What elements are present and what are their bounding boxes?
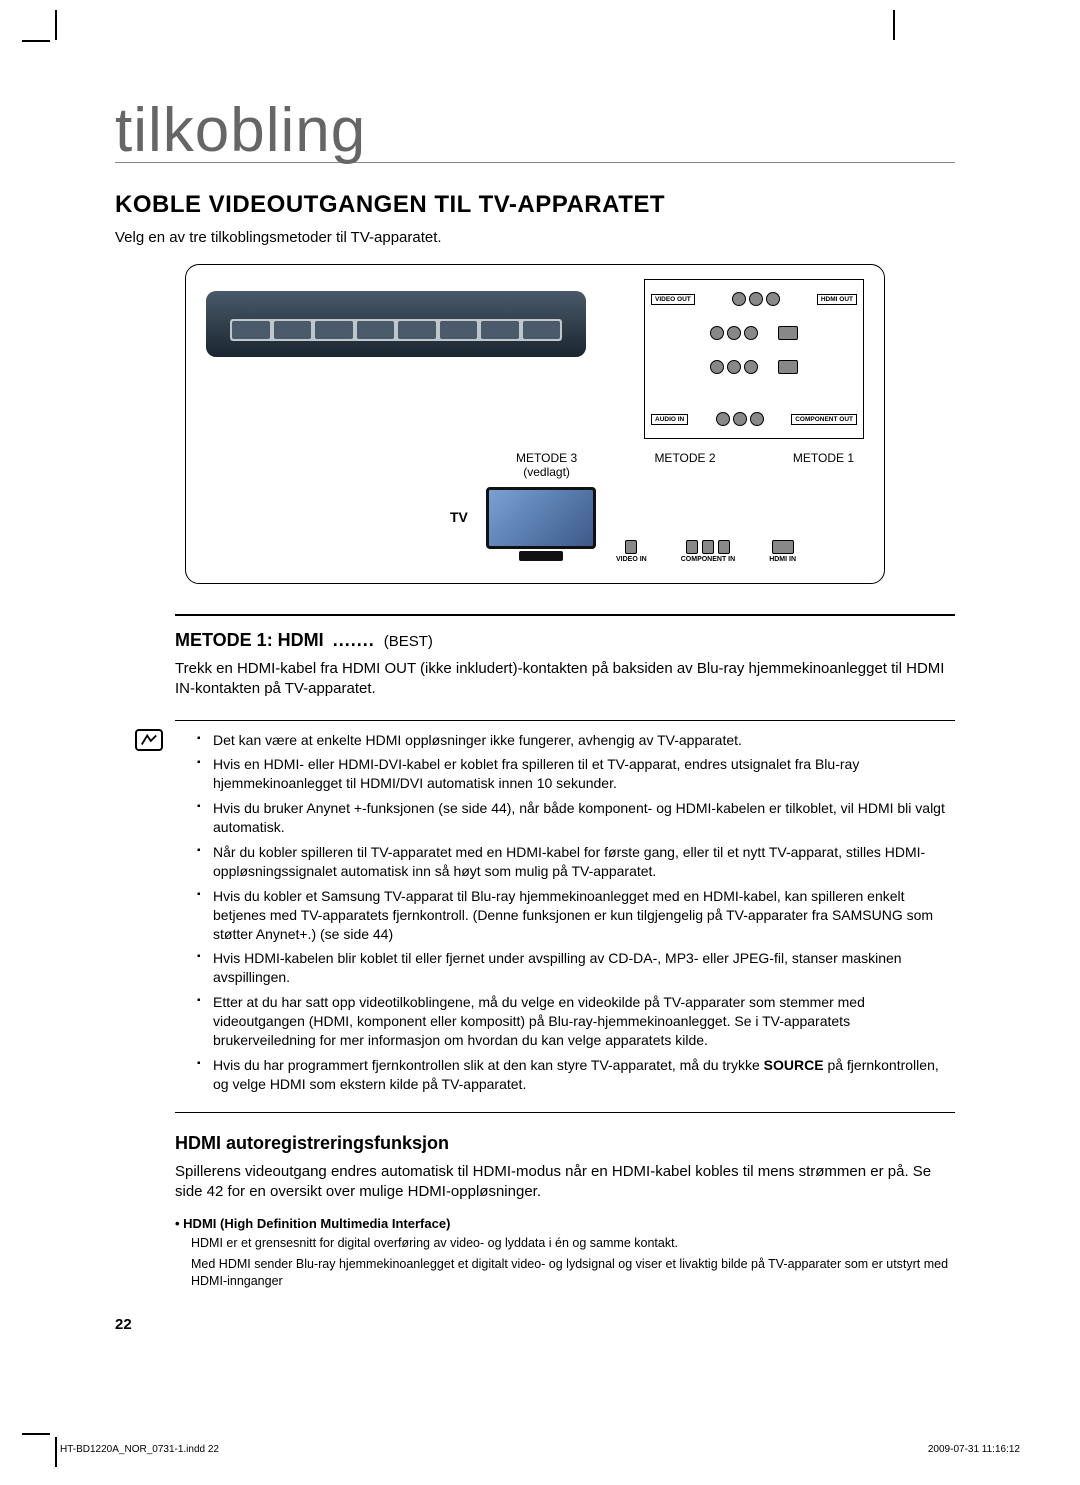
title-row: tilkobling — [115, 100, 955, 163]
note-list: Det kan være at enkelte HDMI oppløsninge… — [213, 731, 955, 1094]
crop-mark — [22, 40, 50, 42]
crop-mark — [55, 1437, 57, 1467]
auto-heading: HDMI autoregistreringsfunksjon — [175, 1133, 955, 1154]
connection-diagram: VIDEO OUT HDMI OUT AUDIO IN COMPONENT OU… — [185, 264, 885, 584]
method1-body: Trekk en HDMI-kabel fra HDMI OUT (ikke i… — [175, 659, 955, 700]
footer: HT-BD1220A_NOR_0731-1.indd 22 2009-07-31… — [60, 1444, 1020, 1455]
note-item: Hvis en HDMI- eller HDMI-DVI-kabel er ko… — [213, 755, 955, 793]
auto-body: Spillerens videoutgang endres automatisk… — [175, 1162, 955, 1203]
component-in-label: COMPONENT IN — [681, 556, 735, 563]
note-icon — [135, 729, 163, 751]
section-heading: KOBLE VIDEOUTGANGEN TIL TV-APPARATET — [115, 191, 955, 219]
crop-mark — [893, 10, 895, 40]
method3-label: METODE 3 (vedlagt) — [516, 451, 577, 480]
hdmi-def-2: Med HDMI sender Blu-ray hjemmekinoanlegg… — [191, 1256, 955, 1290]
intro-text: Velg en av tre tilkoblingsmetoder til TV… — [115, 229, 955, 246]
note-item: Hvis du kobler et Samsung TV-apparat til… — [213, 887, 955, 944]
tv-label: TV — [450, 509, 468, 525]
dots: ....... — [333, 630, 375, 650]
note-item: Hvis du har programmert fjernkontrollen … — [213, 1056, 955, 1094]
note-item: Det kan være at enkelte HDMI oppløsninge… — [213, 731, 955, 750]
audio-in-label: AUDIO IN — [651, 414, 688, 425]
note-block: Det kan være at enkelte HDMI oppløsninge… — [175, 720, 955, 1113]
footer-file: HT-BD1220A_NOR_0731-1.indd 22 — [60, 1444, 219, 1455]
page-content: tilkobling KOBLE VIDEOUTGANGEN TIL TV-AP… — [115, 100, 955, 1333]
method1-title: METODE 1: HDMI — [175, 630, 324, 650]
page-number: 22 — [115, 1316, 955, 1333]
method3: METODE 3 — [516, 451, 577, 465]
method1-heading: METODE 1: HDMI ....... (BEST) — [175, 630, 955, 651]
hdmi-def-heading: HDMI (High Definition Multimedia Interfa… — [175, 1216, 955, 1231]
note-item: Når du kobler spilleren til TV-apparatet… — [213, 843, 955, 881]
method3-sub: (vedlagt) — [523, 465, 570, 479]
method1-section: METODE 1: HDMI ....... (BEST) Trekk en H… — [175, 614, 955, 700]
source-keyword: SOURCE — [764, 1057, 824, 1073]
method1-label: METODE 1 — [793, 451, 854, 480]
tv-input-ports: VIDEO IN COMPONENT IN HDMI IN — [616, 540, 796, 563]
note-text: Hvis du har programmert fjernkontrollen … — [213, 1057, 764, 1073]
video-out-label: VIDEO OUT — [651, 294, 695, 305]
footer-timestamp: 2009-07-31 11:16:12 — [928, 1444, 1020, 1455]
bluray-device — [206, 291, 586, 357]
hdmi-in-label: HDMI IN — [769, 556, 796, 563]
video-in-label: VIDEO IN — [616, 556, 647, 563]
method-labels: METODE 3 (vedlagt) METODE 2 METODE 1 — [516, 451, 854, 480]
note-item: Hvis HDMI-kabelen blir koblet til eller … — [213, 949, 955, 987]
hdmi-out-label: HDMI OUT — [817, 294, 857, 305]
tv-icon: TV — [486, 487, 596, 565]
page-title: tilkobling — [115, 100, 366, 162]
method2-label: METODE 2 — [654, 451, 715, 480]
note-item: Hvis du bruker Anynet +-funksjonen (se s… — [213, 799, 955, 837]
crop-mark — [22, 1433, 50, 1435]
tv-back-panel: VIDEO OUT HDMI OUT AUDIO IN COMPONENT OU… — [644, 279, 864, 439]
component-out-label: COMPONENT OUT — [791, 414, 857, 425]
method1-qualifier: (BEST) — [384, 633, 433, 650]
hdmi-def-1: HDMI er et grensesnitt for digital overf… — [191, 1235, 955, 1252]
crop-mark — [55, 10, 57, 40]
note-item: Etter at du har satt opp videotilkobling… — [213, 993, 955, 1050]
